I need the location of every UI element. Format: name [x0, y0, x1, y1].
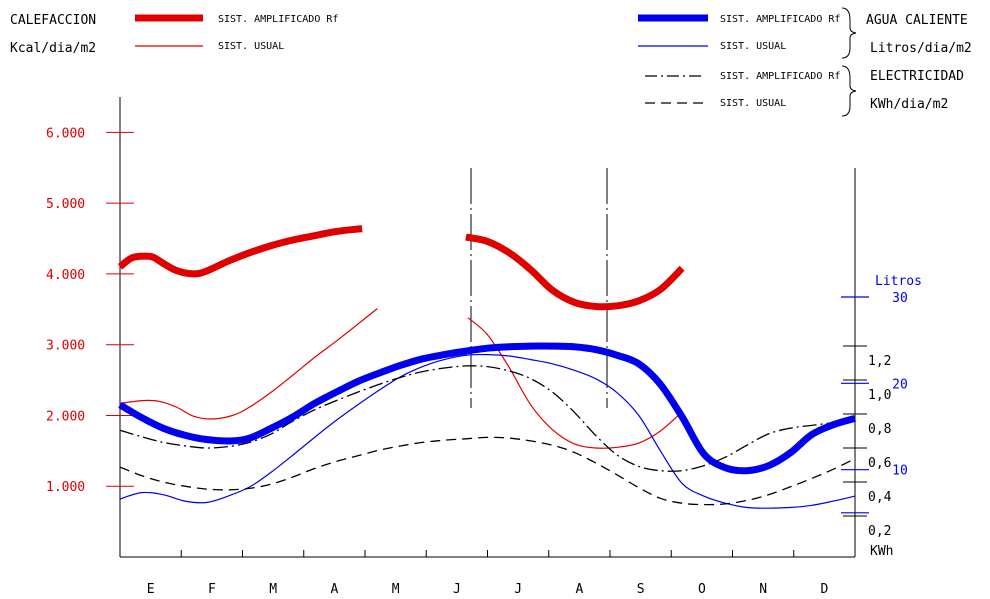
litros-tick-label: 20 [892, 377, 908, 392]
month-label: E [147, 582, 155, 597]
series-line-calefaccion-thick [117, 225, 363, 278]
series-line-calefaccion-thin [119, 308, 378, 420]
tick-marks [106, 131, 869, 557]
header-electricidad: ELECTRICIDAD [870, 69, 964, 84]
header-litros-unit: Litros/dia/m2 [870, 41, 972, 56]
month-label: A [330, 582, 338, 597]
series-layer [117, 225, 857, 509]
legend: CALEFACCION Kcal/dia/m2 SIST. AMPLIFICAD… [10, 7, 972, 117]
legend-label-elec-amp: SIST. AMPLIFICADO Rf [720, 71, 840, 82]
left-axis-tick-label: 4.000 [46, 268, 85, 283]
kwh-tick-label: 0,8 [868, 422, 891, 437]
left-axis-tick-label: 6.000 [46, 126, 85, 141]
header-calefaccion: CALEFACCION [10, 13, 96, 28]
month-label: F [208, 582, 216, 597]
brace-water [841, 7, 857, 59]
left-axis-tick-label: 5.000 [46, 197, 85, 212]
legend-label-water-usual: SIST. USUAL [720, 41, 786, 52]
series-line-calefaccion-thin [467, 317, 683, 449]
kwh-tick-label: 1,0 [868, 388, 891, 403]
month-label: O [698, 582, 706, 597]
series-line-agua-caliente-thin [119, 353, 856, 509]
left-axis-tick-label: 3.000 [46, 339, 85, 354]
kwh-tick-label: 1,2 [868, 354, 891, 369]
month-label: A [575, 582, 583, 597]
header-kwh-unit: KWh/dia/m2 [870, 97, 948, 112]
axes [119, 97, 856, 558]
litros-axis-title: Litros [875, 274, 922, 289]
legend-label-heat-usual: SIST. USUAL [218, 41, 284, 52]
month-label: J [453, 582, 461, 597]
month-label: S [637, 582, 645, 597]
legend-label-heat-amp: SIST. AMPLIFICADO Rf [218, 14, 338, 25]
month-label: M [392, 582, 400, 597]
month-label: M [269, 582, 277, 597]
left-axis-tick-label: 1.000 [46, 480, 85, 495]
month-label: N [759, 582, 767, 597]
tick-labels: 1.000 2.000 3.000 4.000 5.000 6.000 E F M A M J J A S O… [46, 126, 922, 597]
series-line-agua-caliente-thick [118, 342, 857, 475]
left-axis-tick-label: 2.000 [46, 409, 85, 424]
litros-tick-label: 10 [892, 464, 908, 479]
kwh-tick-label: 0,6 [868, 456, 891, 471]
kwh-tick-label: 0,2 [868, 524, 891, 539]
brace-elec [841, 65, 857, 117]
kwh-tick-label: 0,4 [868, 490, 892, 505]
header-kcal-unit: Kcal/dia/m2 [10, 41, 96, 56]
series-line-calefaccion-thick [465, 233, 685, 311]
header-agua-caliente: AGUA CALIENTE [866, 13, 968, 28]
kwh-axis-title: KWh [870, 544, 893, 559]
legend-label-elec-usual: SIST. USUAL [720, 98, 786, 109]
month-label: D [820, 582, 828, 597]
series-line-electricidad-dashed [119, 436, 856, 506]
month-label: J [514, 582, 522, 597]
legend-label-water-amp: SIST. AMPLIFICADO Rf [720, 14, 840, 25]
series-line-electricidad-dashdot [119, 365, 856, 472]
litros-tick-label: 30 [892, 291, 908, 306]
